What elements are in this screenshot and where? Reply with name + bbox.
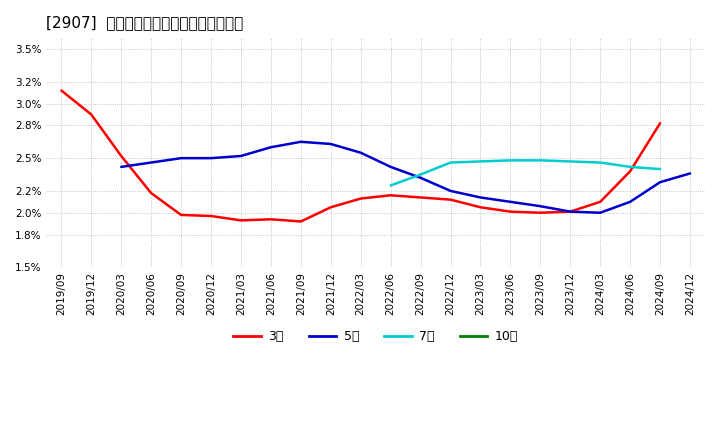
Legend: 3年, 5年, 7年, 10年: 3年, 5年, 7年, 10年 (228, 325, 523, 348)
Text: [2907]  経常利益マージンの平均値の推移: [2907] 経常利益マージンの平均値の推移 (46, 15, 243, 30)
